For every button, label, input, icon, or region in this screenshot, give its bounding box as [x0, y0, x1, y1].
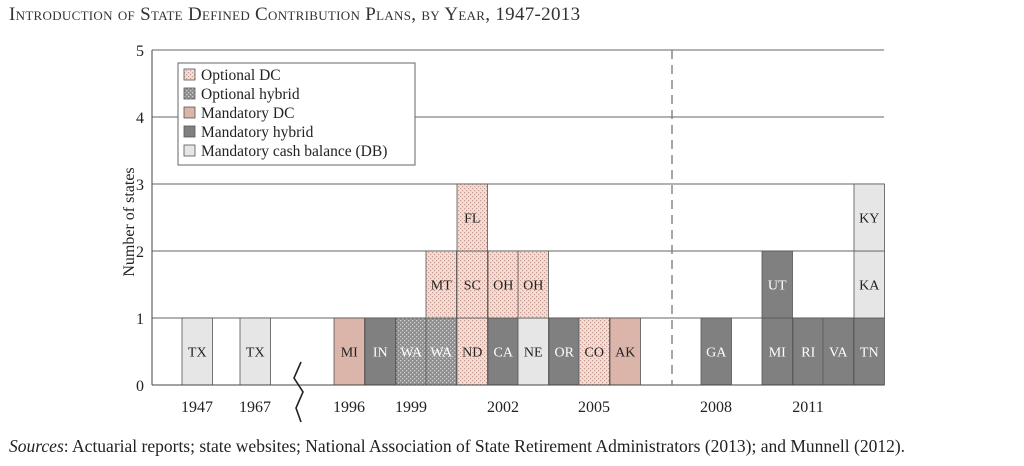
x-tick-label: 2002	[487, 399, 519, 416]
bar-label: TN	[860, 346, 879, 361]
bar-segment-or	[548, 317, 580, 386]
legend-swatch-optional-dc	[183, 68, 196, 81]
x-tick-label: 1996	[333, 399, 365, 416]
bar-segment-tx	[239, 317, 271, 386]
x-tick-label: 2011	[792, 399, 823, 416]
bar-label: UT	[768, 279, 787, 294]
legend-box	[177, 62, 416, 166]
bar-label: WA	[430, 346, 453, 361]
bar-segment-tn	[853, 317, 885, 386]
legend-label: Optional hybrid	[201, 86, 300, 103]
legend-label: Optional DC	[201, 67, 281, 84]
bar-label: GA	[706, 346, 727, 361]
bar-label: MT	[431, 279, 452, 294]
bar-label: MI	[769, 346, 786, 361]
bar-segment-ne	[517, 317, 549, 386]
bar-segment-ut	[761, 250, 793, 319]
bars: TX TX MI IN WA WA MT ND SC FL CA OH NE OH OR CO AK GA MI UT…	[181, 183, 885, 386]
y-axis-label: Number of states	[121, 167, 138, 276]
bar-label: KY	[859, 212, 879, 227]
bar-segment-oh	[487, 250, 519, 319]
y-tick-label: 1	[136, 311, 144, 328]
legend: Optional DC Optional hybrid Mandatory DC Ma…	[177, 62, 416, 166]
bar-label: CA	[494, 346, 514, 361]
bar-label: SC	[464, 279, 481, 294]
bar-label: AK	[615, 346, 635, 361]
bar-segment-wa	[425, 317, 457, 386]
bar-segment-in	[364, 317, 396, 386]
legend-label: Mandatory hybrid	[201, 124, 314, 141]
bar-segment-tx	[181, 317, 213, 386]
y-tick-label: 3	[136, 177, 144, 194]
bar-label: IN	[373, 346, 388, 361]
bar-segment-va	[822, 317, 854, 386]
y-tick-label: 4	[136, 110, 144, 127]
bar-segment-oh	[517, 250, 549, 319]
bar-label: KA	[859, 279, 880, 294]
bar-segment-ka	[853, 250, 885, 319]
legend-swatch-mandatory-dc	[183, 106, 196, 119]
x-tick-label: 1999	[395, 399, 427, 416]
bar-label: WA	[400, 346, 423, 361]
bar-segment-co	[578, 317, 610, 386]
y-tick-label: 5	[136, 43, 144, 60]
bar-label: FL	[464, 212, 480, 227]
bar-segment-ga	[700, 317, 732, 386]
axes: 0 1 2 3 4 5 Number of states 1947 1967 1996 1999 20…	[121, 43, 884, 423]
bar-label: RI	[801, 346, 815, 361]
bar-segment-ak	[609, 317, 641, 386]
legend-label: Mandatory DC	[201, 105, 294, 122]
bar-label: OR	[555, 346, 575, 361]
x-tick-label: 2008	[700, 399, 732, 416]
bar-label: OH	[493, 279, 513, 294]
legend-swatch-mandatory-hybrid	[183, 125, 196, 138]
bar-segment-mi	[761, 317, 793, 386]
bar-segment-fl	[456, 183, 488, 252]
axis-break-marker	[293, 361, 304, 423]
x-tick-label: 1967	[239, 399, 271, 416]
legend-swatch-optional-hybrid	[183, 87, 196, 100]
bar-label: ND	[462, 346, 482, 361]
bar-label: TX	[188, 346, 207, 361]
legend-label: Mandatory cash balance (DB)	[201, 143, 387, 160]
bar-segment-mt	[425, 250, 457, 319]
bar-segment-wa	[395, 317, 427, 386]
bar-label: NE	[524, 346, 543, 361]
bar-segment-ri	[792, 317, 824, 386]
y-tick-label: 0	[136, 378, 144, 395]
x-tick-label: 1947	[181, 399, 213, 416]
legend-swatch-mandatory-cash-balance	[183, 144, 196, 157]
source-note: Sources: Actuarial reports; state websit…	[9, 436, 906, 456]
bar-label: MI	[341, 346, 358, 361]
bar-label: OH	[523, 279, 543, 294]
bar-label: TX	[246, 346, 265, 361]
bar-label: VA	[829, 346, 848, 361]
bar-segment-ky	[853, 183, 885, 252]
y-tick-label: 2	[136, 244, 144, 261]
chart-title: Introduction of State Defined Contributi…	[9, 4, 581, 25]
bar-segment-ca	[487, 317, 519, 386]
bar-segment-mi	[333, 317, 365, 386]
bar-label: CO	[585, 346, 604, 361]
x-tick-label: 2005	[578, 399, 610, 416]
